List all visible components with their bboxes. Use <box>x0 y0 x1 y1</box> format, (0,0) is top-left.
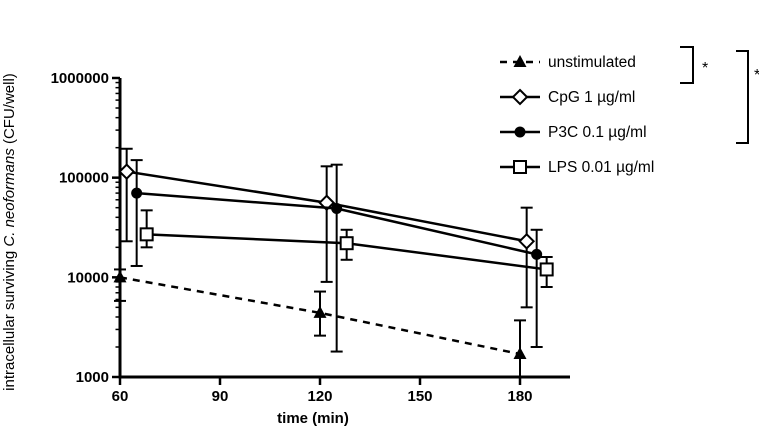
series-0 <box>113 268 527 378</box>
data-point-3-2 <box>539 262 554 277</box>
x-tick-label-180: 180 <box>507 388 532 405</box>
y-tick-label-100000: 100000 <box>59 170 109 187</box>
legend-marker-0 <box>513 55 527 67</box>
y-axis-title-organism: C. neoformans <box>1 148 18 247</box>
legend-label-2: P3C 0.1 µg/ml <box>548 124 647 141</box>
x-tick-label-120: 120 <box>307 388 332 405</box>
x-axis-title: time (min) <box>277 410 349 427</box>
series-line-0 <box>119 276 521 356</box>
y-axis-title: intracellular surviving C. neoformans (C… <box>1 73 18 391</box>
data-point-3-1 <box>339 236 354 251</box>
series-layer <box>113 147 554 378</box>
data-point-2-2 <box>531 248 543 260</box>
legend-label-1: CpG 1 µg/ml <box>548 89 635 106</box>
significance-bracket-1 <box>736 50 749 144</box>
data-point-0-1 <box>313 305 327 318</box>
legend-marker-3 <box>513 160 527 174</box>
series-1 <box>118 147 536 309</box>
legend-label-0: unstimulated <box>548 54 636 71</box>
y-tick-label-1000: 1000 <box>76 369 109 386</box>
significance-label-1: * <box>754 67 759 84</box>
legend-marker-2 <box>514 126 526 138</box>
data-point-1-2 <box>518 232 536 250</box>
data-point-2-1 <box>331 203 343 215</box>
y-axis-title-suffix: (CFU/well) <box>1 73 18 148</box>
data-point-0-0 <box>113 270 127 283</box>
y-axis-title-prefix: intracellular surviving <box>1 247 18 391</box>
x-tick-label-150: 150 <box>407 388 432 405</box>
data-point-1-0 <box>118 163 136 181</box>
x-tick-label-60: 60 <box>112 388 129 405</box>
data-point-2-0 <box>131 187 143 199</box>
axes: 1000 10000 100000 1000000 60 90 120 150 180 <box>51 70 570 405</box>
data-point-0-2 <box>513 347 527 360</box>
y-tick-label-10000: 10000 <box>67 269 109 286</box>
significance-bracket-0 <box>680 46 694 84</box>
legend-label-3: LPS 0.01 µg/ml <box>548 159 654 176</box>
significance-label-0: * <box>702 60 708 77</box>
x-tick-label-90: 90 <box>212 388 229 405</box>
y-tick-label-1000000: 1000000 <box>51 70 109 87</box>
series-2 <box>130 159 543 353</box>
data-point-3-0 <box>139 227 154 242</box>
series-3 <box>139 209 554 288</box>
legend: unstimulated CpG 1 µg/ml P3C 0.1 µg/ml LPS … <box>500 46 759 176</box>
legend-marker-1 <box>511 88 529 106</box>
